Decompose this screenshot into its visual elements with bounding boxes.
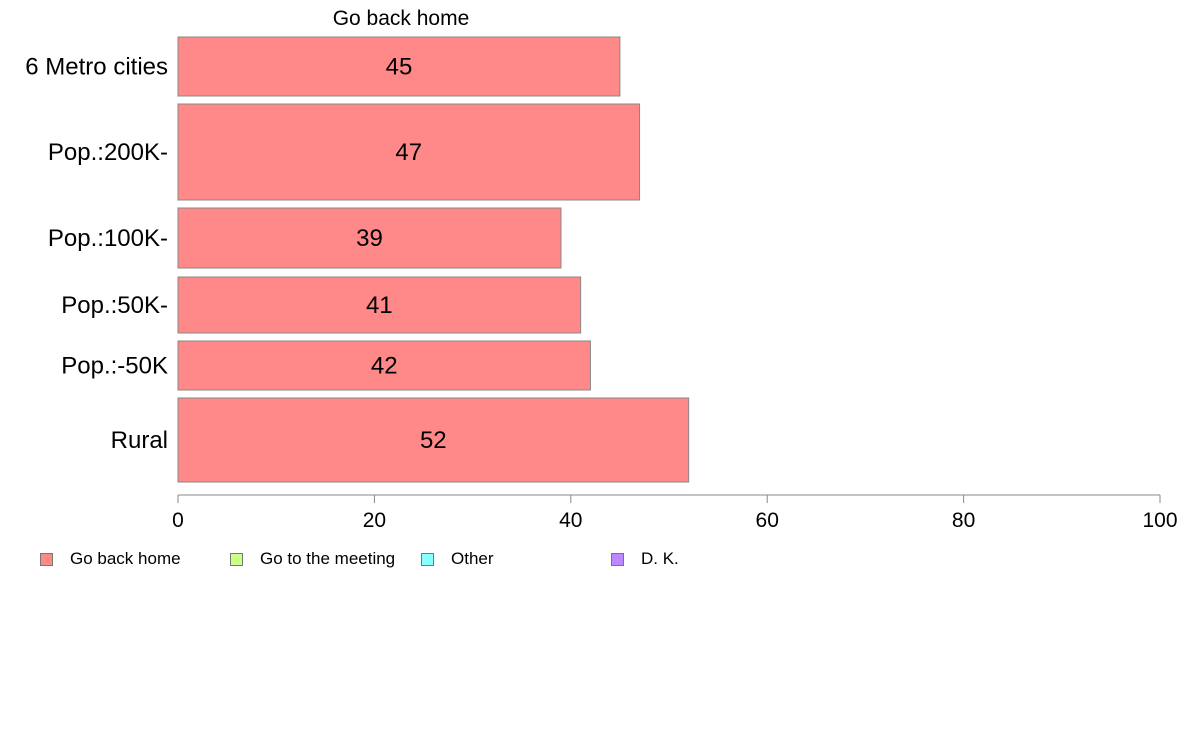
legend-item-go-back-home: Go back home <box>40 548 181 570</box>
bar <box>177 103 641 201</box>
x-tick-label: 60 <box>756 509 779 532</box>
legend: Go back home Go to the meeting Other D. … <box>0 548 1188 572</box>
bar-value-label: 52 <box>420 427 447 454</box>
category-label: Pop.:50K- <box>61 292 168 319</box>
category-label: Pop.:100K- <box>48 225 168 252</box>
legend-item-other: Other <box>421 548 494 570</box>
category-label: Pop.:200K- <box>48 139 168 166</box>
bar <box>177 397 690 483</box>
legend-label: Go back home <box>70 549 181 568</box>
bar <box>177 36 621 97</box>
category-label: Pop.:-50K <box>61 353 168 380</box>
legend-item-go-to-the-meeting: Go to the meeting <box>230 548 395 570</box>
x-tick-label: 20 <box>363 509 386 532</box>
legend-swatch-other <box>421 552 434 566</box>
x-tick-label: 0 <box>172 509 184 532</box>
legend-swatch-go-to-the-meeting <box>230 552 243 566</box>
bar-value-label: 47 <box>395 139 422 166</box>
bar <box>177 276 582 334</box>
bar <box>177 207 562 269</box>
legend-swatch-dk <box>611 552 624 566</box>
category-label: Rural <box>111 427 168 454</box>
x-tick-label: 40 <box>559 509 582 532</box>
legend-label: Go to the meeting <box>260 549 396 568</box>
bar-value-label: 45 <box>386 54 413 81</box>
legend-label: Other <box>451 549 494 568</box>
legend-item-dk: D. K. <box>611 548 679 570</box>
bar-value-label: 39 <box>356 225 383 252</box>
bar <box>177 340 591 391</box>
chart-title: Go back home <box>333 7 470 30</box>
x-tick-label: 100 <box>1142 509 1177 532</box>
bar-value-label: 42 <box>371 353 398 380</box>
x-tick-label: 80 <box>952 509 975 532</box>
legend-swatch-go-back-home <box>40 552 53 566</box>
category-label: 6 Metro cities <box>25 54 168 81</box>
legend-label: D. K. <box>641 549 679 568</box>
bar-value-label: 41 <box>366 292 393 319</box>
